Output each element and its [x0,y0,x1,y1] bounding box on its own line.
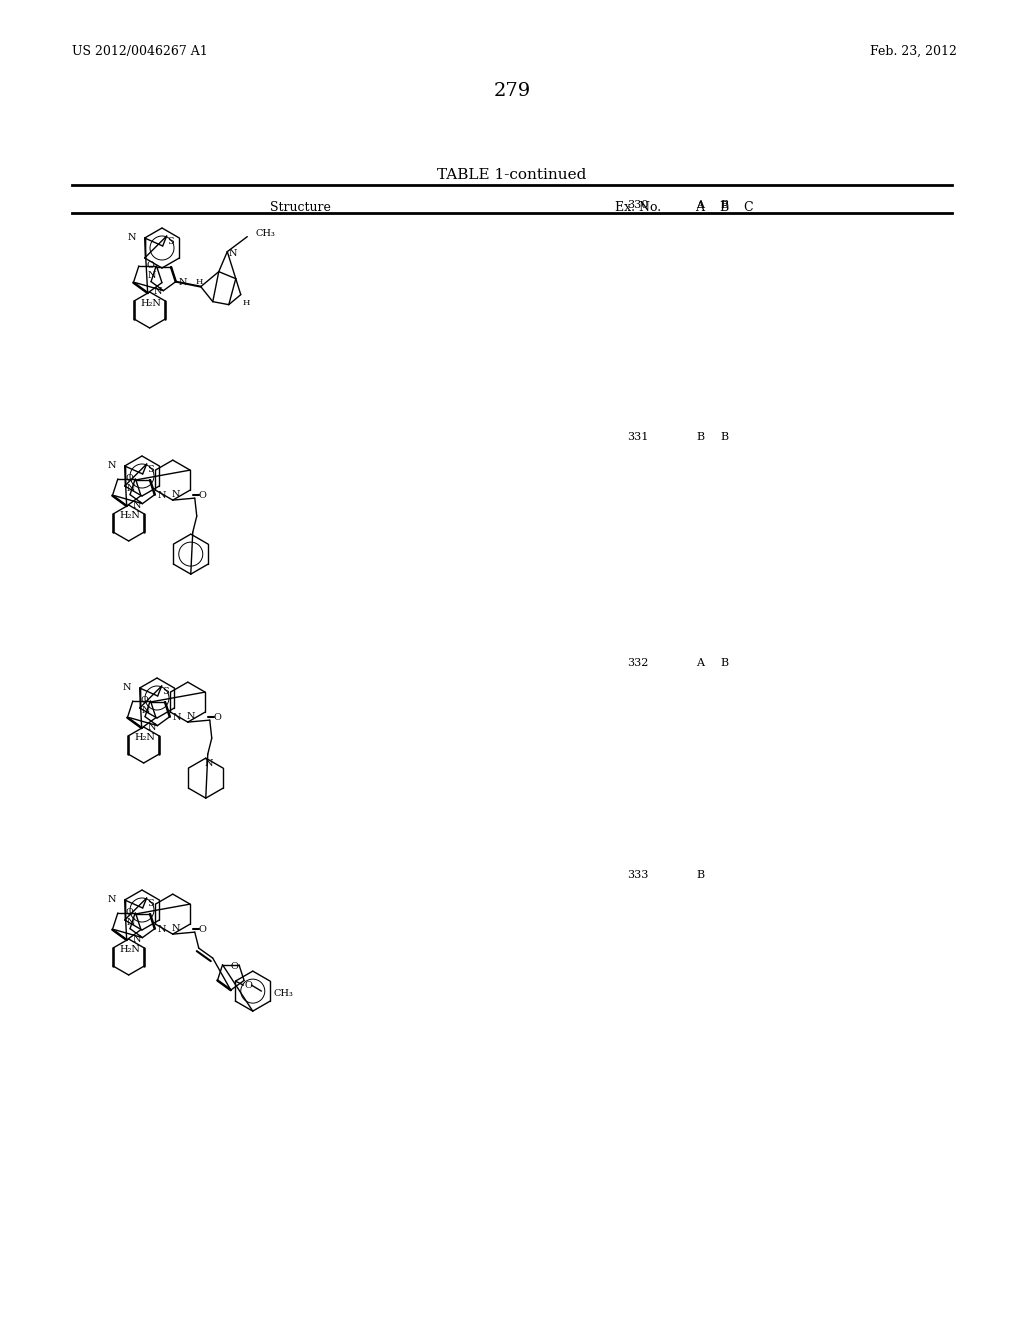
Text: H: H [196,277,203,285]
Text: 330: 330 [628,201,648,210]
Text: N: N [154,288,162,297]
Text: N: N [158,925,166,935]
Text: N: N [147,722,156,731]
Text: Structure: Structure [269,201,331,214]
Text: CH₃: CH₃ [273,989,293,998]
Text: H₂N: H₂N [120,511,140,520]
Text: S: S [147,899,154,908]
Text: 333: 333 [628,870,648,880]
Text: N: N [147,271,157,280]
Text: H: H [242,298,250,306]
Text: N: N [141,706,151,715]
Text: N: N [123,684,131,693]
Text: N: N [172,490,180,499]
Text: N: N [172,713,181,722]
Text: C: C [743,201,753,214]
Text: O: O [126,474,133,483]
Text: H₂N: H₂N [120,945,140,954]
Text: 331: 331 [628,432,648,442]
Text: B: B [696,432,705,442]
Text: N: N [186,711,195,721]
Text: B: B [720,201,728,210]
Text: N: N [128,234,136,243]
Text: H₂N: H₂N [135,734,156,742]
Text: CH₃: CH₃ [255,230,275,238]
Text: N: N [229,249,238,259]
Text: B: B [720,201,729,214]
Text: S: S [147,465,154,474]
Text: N: N [127,484,135,494]
Text: US 2012/0046267 A1: US 2012/0046267 A1 [72,45,208,58]
Text: O: O [245,981,252,990]
Text: O: O [146,261,155,271]
Text: N: N [127,919,135,927]
Text: H₂N: H₂N [141,298,162,308]
Text: O: O [140,697,148,705]
Text: 279: 279 [494,82,530,100]
Text: N: N [178,279,187,288]
Text: A: A [695,201,705,214]
Text: N: N [108,462,117,470]
Text: N: N [172,924,180,933]
Text: N: N [132,935,141,944]
Text: N: N [158,491,166,500]
Text: O: O [126,908,133,917]
Text: A: A [696,201,705,210]
Text: S: S [167,236,174,246]
Text: Feb. 23, 2012: Feb. 23, 2012 [870,45,956,58]
Text: 332: 332 [628,657,648,668]
Text: B: B [720,432,728,442]
Text: Ex. No.: Ex. No. [615,201,662,214]
Text: O: O [199,491,207,499]
Text: A: A [696,657,705,668]
Text: N: N [132,500,141,510]
Text: TABLE 1-continued: TABLE 1-continued [437,168,587,182]
Text: O: O [230,962,238,972]
Text: S: S [163,686,169,696]
Text: B: B [720,657,728,668]
Text: N: N [205,759,213,768]
Text: O: O [214,713,222,722]
Text: O: O [199,924,207,933]
Text: B: B [696,870,705,880]
Text: N: N [108,895,117,904]
